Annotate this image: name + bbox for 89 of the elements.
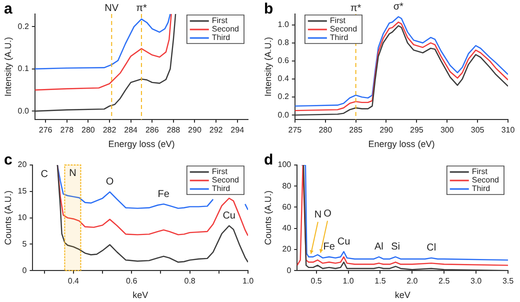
annotation: Al: [374, 242, 384, 253]
y-axis-title: Counts (A.U.): [262, 190, 273, 246]
y-tick-label: 0.2: [278, 92, 290, 102]
chart-title: d: [264, 152, 274, 169]
x-tick-label: 290: [380, 126, 394, 135]
x-tick-label: 284: [124, 126, 138, 135]
legend-label: Third: [472, 184, 490, 194]
ref-line-label: NV: [104, 2, 119, 14]
x-tick-label: 295: [410, 126, 424, 135]
y-tick-label: 40: [282, 224, 292, 233]
x-tick-label: 282: [102, 126, 117, 135]
annotation: Cu: [222, 210, 236, 222]
y-tick-label: 10: [18, 213, 28, 222]
annotation: σ*: [393, 1, 404, 12]
y-tick-label: 0.0: [18, 106, 30, 116]
x-tick-label: 1.5: [374, 276, 386, 286]
legend-label: Third: [330, 33, 348, 42]
legend-label: First: [330, 16, 346, 26]
x-tick-label: 276: [38, 126, 53, 135]
annotation: O: [106, 176, 114, 188]
x-tick-label: 285: [349, 126, 364, 135]
legend-label: Second: [330, 24, 358, 34]
x-tick-label: 275: [288, 126, 302, 135]
annotation: Si: [391, 242, 400, 253]
ref-line-label: π*: [136, 2, 147, 14]
x-tick-label: 3.0: [470, 276, 482, 286]
ref-line-label: π*: [350, 2, 362, 14]
x-tick-label: 290: [188, 126, 202, 135]
y-tick-label: 0.6: [278, 56, 290, 66]
x-tick-label: 288: [166, 126, 181, 135]
y-tick-label: 60: [282, 202, 292, 212]
x-tick-label: 0.6: [126, 276, 138, 286]
y-tick-label: 100: [278, 160, 292, 170]
legend-label: First: [212, 16, 228, 26]
x-tick-label: 286: [145, 126, 160, 135]
y-tick-label: 0: [22, 266, 28, 275]
x-axis-title: Energy loss (eV): [368, 139, 435, 150]
x-tick-label: 292: [209, 126, 224, 135]
y-axis-title: Intensity (A.U.): [2, 37, 13, 97]
x-tick-label: 3.5: [502, 276, 514, 286]
legend-label: Second: [472, 176, 500, 185]
x-tick-label: 1.0: [242, 276, 254, 286]
x-tick-label: 0.5: [310, 276, 322, 286]
x-tick-label: 1.0: [342, 276, 354, 286]
x-tick-label: 0.4: [68, 276, 80, 286]
x-tick-label: 310: [501, 126, 516, 135]
chart-title: a: [4, 0, 13, 18]
x-tick-label: 2.5: [438, 276, 450, 286]
legend-label: Third: [212, 33, 230, 42]
legend-label: Second: [212, 24, 240, 34]
y-tick-label: 20: [282, 244, 292, 254]
legend-label: First: [212, 167, 228, 176]
chart-title: b: [264, 0, 274, 18]
annotation: Fe: [323, 242, 336, 253]
annotation: Cu: [337, 236, 350, 248]
legend-label: Second: [212, 176, 240, 185]
legend-label: First: [472, 167, 488, 176]
y-tick-label: 0.4: [278, 74, 290, 84]
y-axis-title: Counts (A.U.): [2, 190, 13, 246]
y-tick-label: 0.0: [278, 110, 290, 120]
band-label: N: [69, 168, 76, 179]
y-tick-label: 1.0: [278, 20, 290, 30]
x-tick-label: 305: [470, 126, 485, 135]
x-tick-label: 2.0: [406, 276, 418, 286]
y-axis-title: Intensity (A.U.): [262, 37, 273, 97]
x-axis-title: keV: [132, 290, 148, 300]
y-tick-label: 0.2: [18, 22, 30, 31]
x-tick-label: 294: [230, 126, 245, 135]
x-tick-label: 300: [440, 126, 454, 135]
chart-title: c: [4, 152, 12, 169]
annotation: Fe: [158, 188, 170, 200]
y-tick-label: 15: [18, 186, 28, 196]
x-tick-label: 278: [60, 126, 74, 135]
y-tick-label: 20: [18, 160, 28, 170]
y-tick-label: 0: [286, 266, 292, 275]
x-tick-label: 280: [318, 126, 333, 135]
legend-label: Third: [212, 184, 230, 194]
x-axis-title: keV: [394, 290, 410, 300]
x-tick-label: 0.8: [184, 276, 196, 286]
y-tick-label: 0.8: [278, 38, 290, 48]
x-axis-title: Energy loss (eV): [108, 139, 175, 150]
annotation: Cl: [426, 242, 436, 254]
annotation: O: [324, 208, 332, 220]
x-tick-label: 280: [82, 126, 96, 135]
y-tick-label: 80: [282, 181, 292, 190]
annotation: C: [40, 168, 48, 180]
y-tick-label: 5: [22, 239, 28, 248]
annotation: N: [314, 210, 322, 221]
y-tick-label: 0.1: [18, 64, 30, 74]
